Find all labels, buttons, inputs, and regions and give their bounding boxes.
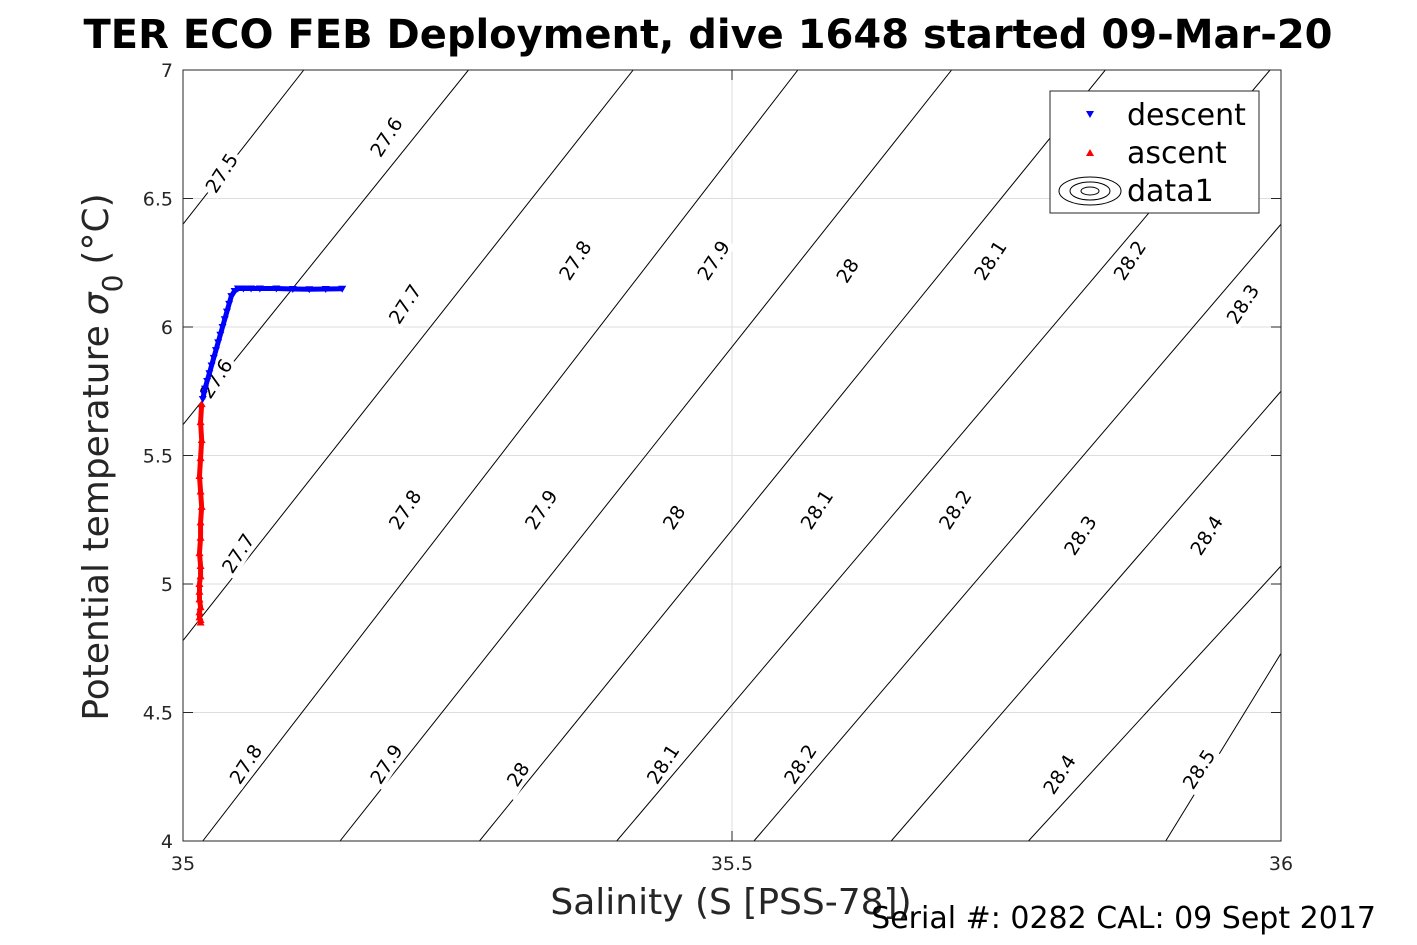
y-axis-label-symbol: σ bbox=[76, 291, 117, 315]
x-tick-label: 35.5 bbox=[711, 853, 753, 875]
contour-label-bg bbox=[552, 234, 598, 287]
contour-label-bg bbox=[1057, 509, 1103, 562]
contour-label-bg bbox=[518, 483, 564, 536]
contour-label-group: 28.2 bbox=[932, 483, 978, 536]
y-axis-label-subscript: 0 bbox=[96, 275, 129, 293]
y-tick-label: 5.5 bbox=[143, 446, 173, 468]
contour-line bbox=[202, 70, 799, 841]
contour-line bbox=[1028, 565, 1281, 841]
contour-line bbox=[183, 70, 305, 225]
contour-label-bg bbox=[223, 737, 268, 791]
legend-ascent-marker bbox=[1086, 149, 1094, 156]
contour-label-bg bbox=[651, 491, 697, 544]
y-axis-label-text: Potential temperature bbox=[76, 325, 117, 720]
descent-series bbox=[198, 285, 347, 403]
y-axis-ticks: 4 4.5 5 5.5 6 6.5 7 bbox=[143, 60, 1281, 853]
contour-label-bg bbox=[363, 737, 409, 791]
contour-label-bg bbox=[1036, 748, 1082, 801]
contour-line bbox=[1165, 653, 1281, 841]
y-tick-label: 6 bbox=[161, 317, 173, 339]
contour-label-bg bbox=[382, 277, 428, 330]
contour-label-bg bbox=[1184, 509, 1229, 562]
descent-trace bbox=[200, 285, 343, 400]
contour-label-bg bbox=[382, 483, 428, 536]
y-axis-label-unit: (°C) bbox=[76, 193, 117, 264]
ascent-trace bbox=[196, 403, 205, 623]
y-tick-label: 4.5 bbox=[143, 703, 173, 725]
contour-line bbox=[479, 70, 1106, 841]
y-axis-label: Potential temperature σ0 (°C) bbox=[76, 193, 129, 720]
legend-descent-marker bbox=[1086, 111, 1094, 118]
x-axis-label: Salinity (S [PSS-78]) bbox=[550, 882, 911, 923]
contour-label-bg bbox=[1220, 277, 1265, 330]
contour-label-bg bbox=[199, 146, 244, 199]
y-tick-label: 4 bbox=[161, 831, 173, 853]
contour-label-bg bbox=[363, 110, 409, 163]
contour-line bbox=[890, 390, 1281, 841]
contour-label-bg bbox=[932, 483, 978, 536]
svg-text:Potential temperatureσ0(°C): Potential temperature σ0 (°C) bbox=[76, 193, 129, 720]
chart-title: TER ECO FEB Deployment, dive 1648 starte… bbox=[83, 12, 1332, 58]
x-tick-label: 35 bbox=[171, 853, 195, 875]
legend: descent ascent data1 bbox=[1049, 90, 1260, 214]
contour-label-bg bbox=[215, 527, 261, 580]
contour-line bbox=[183, 70, 634, 641]
legend-contour-icon bbox=[1058, 176, 1122, 206]
contour-label-bg bbox=[794, 483, 839, 536]
density-contours bbox=[183, 70, 1281, 841]
ascent-series bbox=[195, 400, 206, 626]
contour-label-bg bbox=[640, 737, 686, 791]
contour-label-bg bbox=[691, 234, 736, 287]
x-tick-label: 36 bbox=[1269, 853, 1293, 875]
contour-label-bg bbox=[1107, 234, 1152, 287]
y-tick-label: 6.5 bbox=[143, 189, 173, 211]
legend-descent-label: descent bbox=[1127, 98, 1246, 133]
legend-box bbox=[1049, 90, 1260, 214]
legend-ascent-label: ascent bbox=[1127, 136, 1227, 171]
y-tick-label: 5 bbox=[161, 574, 173, 596]
x-axis-ticks: 35 35.5 36 bbox=[171, 70, 1293, 875]
contour-label-bg bbox=[495, 748, 541, 801]
y-tick-label: 7 bbox=[161, 60, 173, 82]
contour-line bbox=[753, 223, 1281, 841]
serial-annotation: Serial #: 0282 CAL: 09 Sept 2017 bbox=[871, 901, 1376, 936]
contour-label-bg bbox=[824, 244, 870, 297]
contour-label-bg bbox=[1176, 742, 1221, 796]
contour-label-bg bbox=[967, 234, 1013, 287]
contour-line bbox=[339, 70, 952, 841]
legend-data1-label: data1 bbox=[1127, 174, 1214, 209]
contour-label-bg bbox=[777, 737, 823, 791]
